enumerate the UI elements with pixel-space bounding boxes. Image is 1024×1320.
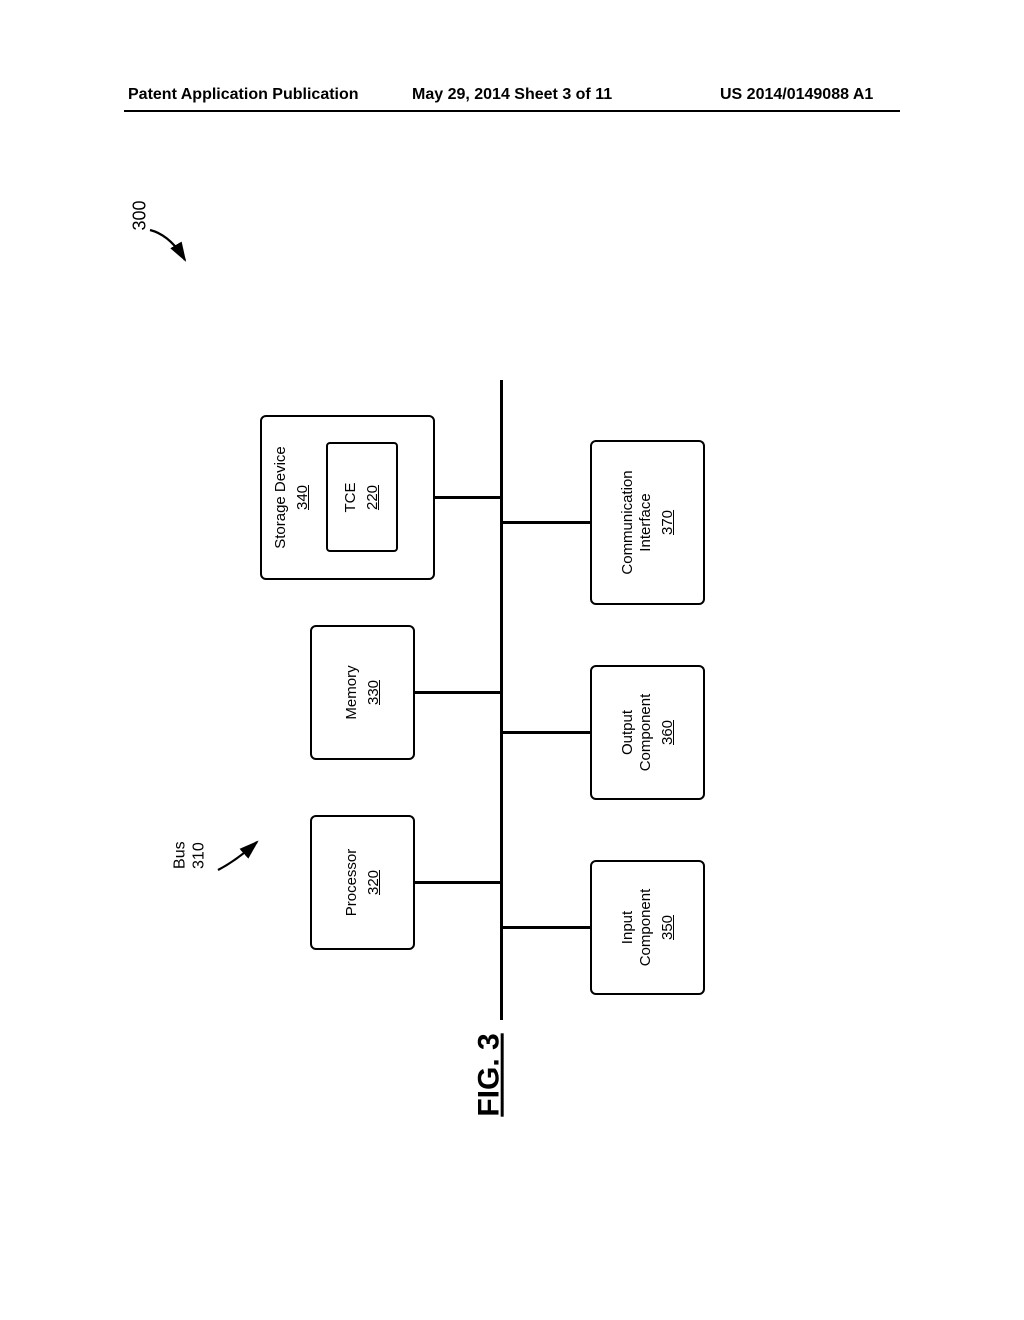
processor-label: Processor — [343, 849, 361, 917]
comm-num: 370 — [659, 510, 677, 535]
stub-output — [503, 731, 590, 734]
stub-memory — [415, 691, 500, 694]
block-input: Input Component 350 — [590, 860, 705, 995]
stub-input — [503, 926, 590, 929]
tce-num: 220 — [364, 485, 382, 510]
output-label2: Component — [637, 694, 655, 772]
diagram-area: 300 Bus 310 — [120, 180, 910, 1180]
stub-processor — [415, 881, 500, 884]
bus-label-text: Bus — [172, 841, 189, 869]
figure-label-text: FIG. 3 — [473, 1033, 506, 1116]
block-diagram: Processor 320 Memory 330 Storage Device … — [200, 180, 800, 1080]
memory-label: Memory — [343, 665, 361, 719]
stub-comm — [503, 521, 590, 524]
comm-label2: Interface — [637, 493, 655, 551]
storage-label: Storage Device — [272, 446, 290, 549]
block-storage: Storage Device 340 TCE 220 — [260, 415, 435, 580]
bus-line — [500, 380, 503, 1020]
header-rule — [124, 110, 900, 112]
memory-num: 330 — [365, 680, 383, 705]
block-output: Output Component 360 — [590, 665, 705, 800]
comm-label1: Communication — [619, 470, 637, 574]
block-comm: Communication Interface 370 — [590, 440, 705, 605]
ref-300-arrow — [140, 220, 200, 280]
processor-num: 320 — [365, 870, 383, 895]
input-num: 350 — [659, 915, 677, 940]
page: Patent Application Publication May 29, 2… — [0, 0, 1024, 1320]
header-left: Patent Application Publication — [128, 86, 359, 104]
output-num: 360 — [659, 720, 677, 745]
header-right: US 2014/0149088 A1 — [720, 86, 873, 104]
input-label1: Input — [619, 911, 637, 944]
header-center: May 29, 2014 Sheet 3 of 11 — [412, 86, 612, 104]
block-memory: Memory 330 — [310, 625, 415, 760]
block-tce: TCE 220 — [326, 443, 398, 553]
tce-label: TCE — [342, 483, 360, 513]
stub-storage — [435, 496, 500, 499]
figure-label: FIG. 3 — [473, 1033, 507, 1116]
storage-num: 340 — [294, 485, 312, 510]
output-label1: Output — [619, 710, 637, 755]
block-processor: Processor 320 — [310, 815, 415, 950]
input-label2: Component — [637, 889, 655, 967]
